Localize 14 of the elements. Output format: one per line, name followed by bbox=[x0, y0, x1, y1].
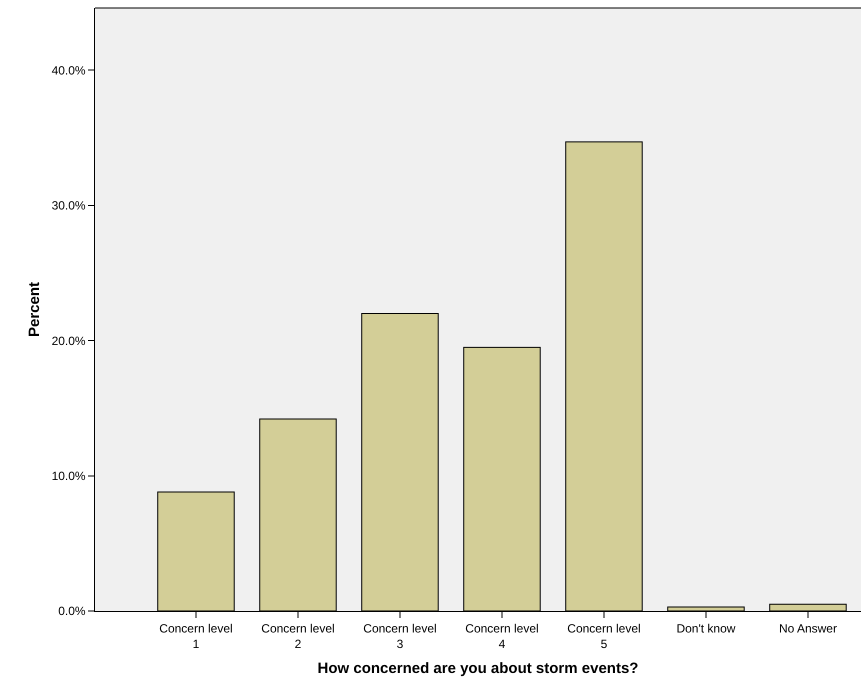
x-tick-label: No Answer bbox=[778, 621, 837, 636]
x-axis-title: How concerned are you about storm events? bbox=[318, 660, 638, 677]
x-tick-label: Concern level 1 bbox=[159, 621, 233, 651]
y-tick-label: 0.0% bbox=[58, 604, 86, 618]
x-tick-label: Concern level 4 bbox=[465, 621, 539, 651]
x-tick-label: Concern level 5 bbox=[567, 621, 641, 651]
x-tick-label: Concern level 3 bbox=[363, 621, 437, 651]
y-tick-label: 30.0% bbox=[52, 198, 86, 213]
y-tick-label: 40.0% bbox=[52, 63, 86, 78]
y-tick-label: 10.0% bbox=[52, 469, 86, 483]
x-tick-label: Don't know bbox=[676, 621, 736, 636]
y-tick-label: 20.0% bbox=[52, 334, 86, 348]
x-tick-label: Concern level 2 bbox=[261, 621, 335, 651]
y-axis-title: Percent bbox=[26, 282, 43, 338]
